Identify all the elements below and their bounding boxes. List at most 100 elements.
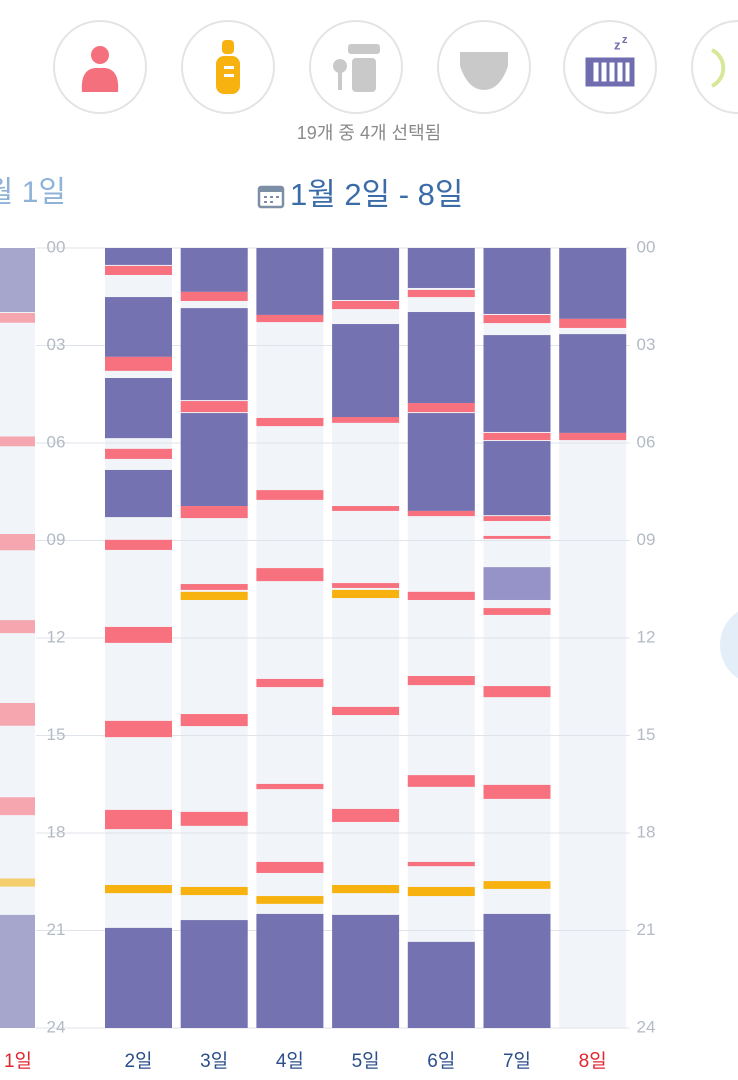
breastfeed-icon[interactable]: [53, 20, 147, 114]
sleep-event: [483, 913, 551, 1028]
calendar-icon: [257, 185, 285, 209]
feed-event: [483, 608, 551, 615]
side-button[interactable]: [720, 605, 738, 685]
feed-event: [105, 356, 172, 371]
feed-event: [0, 620, 35, 634]
feed-event: [105, 626, 172, 643]
day-label: 6일: [427, 1050, 455, 1072]
day-label: 2일: [124, 1050, 152, 1072]
sleep-event: [180, 248, 248, 292]
feed-event: [105, 539, 172, 550]
feed-event: [256, 314, 324, 323]
feed-event: [559, 432, 627, 441]
feed-event: [256, 568, 324, 582]
sleep-event: [105, 378, 172, 439]
timeline-chart: 00 00 03 03 06 06 09 09 12 12 15 15 18 18 21 21 24 24 1일 2일…: [0, 237, 655, 1072]
bottle-event: [105, 885, 172, 894]
feed-event: [407, 775, 475, 787]
bottle-event: [332, 885, 400, 894]
feed-event: [0, 797, 35, 816]
sleep-event: [407, 312, 475, 404]
feed-event: [105, 265, 172, 275]
feed-event: [407, 510, 475, 517]
day-label: 8일: [579, 1050, 607, 1072]
babyfood-icon[interactable]: [309, 20, 403, 114]
feed-event: [407, 861, 475, 867]
feed-event: [0, 534, 35, 551]
y-tick-label: 12: [637, 627, 656, 646]
feed-event: [332, 583, 400, 588]
sleep-event: [0, 248, 35, 313]
sleep-event: [407, 248, 475, 288]
sleep-event: [105, 927, 172, 1028]
sleep-event: [105, 248, 172, 265]
sleep-event: [180, 920, 248, 1028]
feed-event: [256, 417, 324, 427]
sleep-event: [483, 441, 551, 516]
y-tick-label: 06: [47, 432, 66, 451]
y-tick-label: 03: [637, 335, 656, 354]
feed-event: [180, 714, 248, 727]
feed-event: [0, 313, 35, 323]
bottle-event: [256, 896, 324, 904]
week-title: 1월 2일 - 8일: [290, 177, 463, 212]
svg-text:z: z: [614, 37, 621, 52]
y-tick-label: 18: [47, 822, 66, 841]
y-tick-label: 24: [637, 1017, 656, 1036]
feed-event: [407, 676, 475, 686]
bottle-event: [180, 591, 248, 600]
more-icon[interactable]: [691, 20, 738, 114]
feed-event: [332, 808, 400, 822]
sleep-event: [332, 324, 400, 417]
sleep-event: [559, 248, 627, 319]
y-tick-label: 12: [47, 627, 66, 646]
feed-event: [483, 314, 551, 324]
feed-event: [256, 490, 324, 500]
sleep-event: [105, 297, 172, 357]
y-tick-label: 03: [47, 335, 66, 354]
sleep-event: [256, 248, 324, 315]
feed-event: [407, 591, 475, 600]
bottle-event: [0, 878, 35, 887]
sleep-event: [407, 413, 475, 511]
feed-event: [407, 289, 475, 298]
y-tick-label: 21: [47, 920, 66, 939]
feed-event: [0, 703, 35, 726]
day-label: 5일: [352, 1050, 380, 1072]
y-tick-label: 24: [47, 1017, 66, 1036]
day-label: 1일: [4, 1050, 32, 1072]
y-tick-label: 06: [637, 432, 656, 451]
sleep-event: [180, 308, 248, 401]
feed-event: [483, 686, 551, 698]
feed-event: [559, 318, 627, 328]
prev-week[interactable]: 월 1일: [0, 176, 66, 209]
sleep-event: [0, 914, 35, 1028]
sleep-event: [256, 913, 324, 1028]
sleep-event: [483, 248, 551, 314]
day-label: 4일: [276, 1050, 304, 1072]
feed-event: [332, 506, 400, 511]
sleep-event: [332, 914, 400, 1028]
feed-event: [0, 436, 35, 447]
feed-event: [332, 300, 400, 310]
selected-count: 19개 중 4개 선택됨: [297, 123, 441, 143]
feed-event: [332, 417, 400, 423]
y-tick-label: 09: [47, 530, 66, 549]
bottle-event: [180, 886, 248, 896]
y-tick-label: 00: [47, 237, 66, 256]
y-tick-label: 18: [637, 822, 656, 841]
feed-event: [180, 291, 248, 301]
feed-event: [483, 432, 551, 441]
diaper-icon[interactable]: [437, 20, 531, 114]
feed-event: [256, 783, 324, 790]
y-tick-label: 09: [637, 530, 656, 549]
y-tick-label: 15: [47, 725, 66, 744]
svg-text:z: z: [622, 34, 628, 46]
feed-event: [483, 516, 551, 521]
feed-event: [332, 706, 400, 716]
feed-event: [407, 403, 475, 413]
bottle-icon[interactable]: [181, 20, 275, 114]
